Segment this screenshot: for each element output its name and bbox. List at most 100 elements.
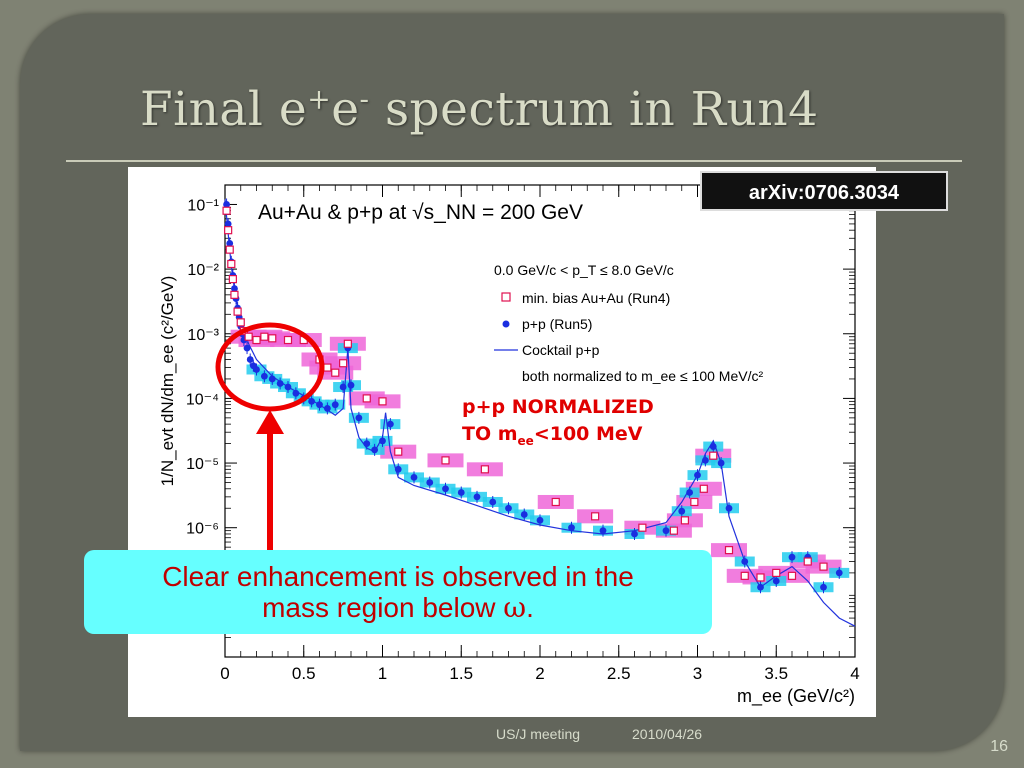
auau-point [756,573,765,582]
annotation-line2: TO mee<100 MeV [462,423,643,448]
auau-point [315,355,324,364]
pp-point [347,381,355,389]
pp-point [308,397,316,405]
auau-point [699,484,708,493]
auau-point [772,568,781,577]
auau-point [819,562,828,571]
pp-point [505,504,512,512]
pp-point [410,473,418,481]
auau-point [225,245,234,254]
pp-point [300,395,308,402]
pp-point [788,553,796,561]
pp-point [489,498,497,506]
y-tick-label: 10⁻⁵ [186,456,219,473]
title-divider [66,160,962,162]
y-tick-label: 10⁻¹ [187,197,219,214]
legend-footer: both normalized to m_ee ≤ 100 MeV/c² [522,368,763,384]
footer-date: 2010/04/26 [632,726,703,742]
pp-point [323,405,331,412]
x-tick-label: 1.5 [449,664,473,683]
auau-point [236,318,245,327]
auau-point [222,206,231,215]
legend-auau-marker [501,292,511,302]
y-axis-label: 1/N_evt dN/dm_ee (c²/GeV) [158,276,177,487]
pp-point [631,530,638,538]
x-tick-label: 3.5 [764,664,788,683]
auau-point [724,546,734,555]
auau-point [669,526,678,535]
y-tick-label: 10⁻⁴ [186,391,219,408]
pp-point [316,401,323,409]
chart-title: Au+Au & p+p at √s_NN = 200 GeV [258,201,583,224]
auau-point [260,332,269,341]
auau-point [362,394,371,403]
x-tick-label: 2.5 [607,664,631,683]
pp-point [371,446,379,454]
pp-point [686,489,694,496]
pp-point [820,583,827,591]
pp-point [599,527,607,535]
auau-point [480,465,489,474]
pp-point [457,489,465,496]
slide-title: Final e+e- spectrum in Run4 [140,82,819,137]
pp-point [520,511,528,518]
x-tick-label: 2 [535,664,544,683]
auau-point [233,307,242,316]
auau-point [690,497,699,507]
pp-point [260,372,268,380]
auau-point [787,571,797,580]
legend-pp-marker [502,320,510,328]
auau-point [224,226,233,235]
y-tick-label: 10⁻³ [187,327,219,344]
y-tick-label: 10⁻² [187,262,219,279]
pp-point [442,485,449,493]
mass-spectrum-chart: 0 0.5 1 1.5 2 2.5 3 3.5 4 10⁻¹ 10⁻² 10⁻³ 10⁻⁴ 10⁻⁵ 10⁻… [158,184,860,707]
auau-point [283,335,293,345]
pp-point [253,366,260,373]
normalization-annotation: p+p NORMALIZED TO mee<100 MeV [462,394,654,455]
auau-point [252,335,261,345]
pp-point [224,220,232,228]
pp-point [426,479,434,486]
pp-point [331,401,339,409]
pp-point [473,493,481,501]
auau-point [441,456,450,465]
pp-point [662,527,670,535]
pp-point [709,443,717,450]
pp-point [223,201,230,208]
annotation-line1: p+p NORMALIZED [462,396,654,418]
auau-point [299,335,308,345]
pp-point [386,420,394,428]
auau-point [268,334,277,343]
footer-meeting: US/J meeting [496,726,581,742]
legend-cocktail-label: Cocktail p+p [522,342,600,358]
auau-point [331,368,340,377]
pp-point [276,380,284,387]
pp-point [379,437,386,445]
x-tick-label: 0.5 [292,664,316,683]
pp-point [268,375,276,383]
auau-point [323,363,332,372]
x-tick-label: 4 [850,664,859,683]
auau-point [378,397,387,406]
auau-point [244,332,253,341]
legend-header: 0.0 GeV/c < p_T ≤ 8.0 GeV/c [494,262,674,278]
pp-point [678,507,686,515]
pp-point [226,239,234,247]
pp-point [394,465,402,473]
pp-point [757,583,764,591]
auau-point [230,290,239,299]
auau-point [343,339,352,348]
arxiv-reference-badge: arXiv:0706.3034 [700,171,948,211]
omega-symbol: ω [503,591,527,624]
x-tick-label: 1 [378,664,387,683]
pp-point [835,569,843,577]
x-axis-label: m_ee (GeV/c²) [737,686,855,707]
auau-point [680,516,690,525]
x-tick-label: 0 [220,664,229,683]
pp-point [717,459,725,467]
auau-point [803,557,812,566]
page-number: 16 [990,738,1008,755]
auau-point [551,497,560,507]
pp-point [246,356,254,363]
